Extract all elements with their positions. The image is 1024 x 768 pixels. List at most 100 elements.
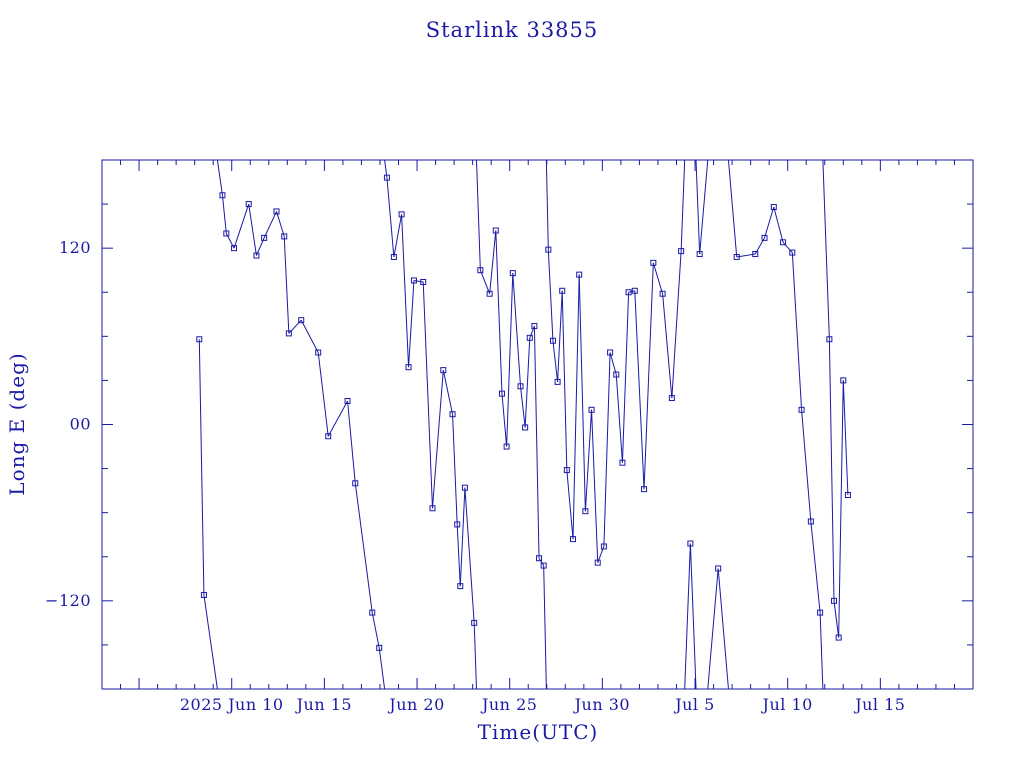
y-tick-label: 00	[70, 415, 91, 434]
series-segment	[300, 319, 319, 353]
series-segment	[393, 214, 403, 258]
series-segment	[459, 487, 466, 587]
x-tick-label: Jul 15	[853, 695, 905, 714]
data-point	[531, 323, 538, 330]
series-segment	[736, 253, 756, 258]
data-point	[752, 251, 759, 258]
series-segment	[464, 487, 475, 623]
data-point	[817, 609, 824, 616]
series-segment	[506, 273, 514, 447]
data-point	[517, 383, 524, 390]
data-point	[344, 397, 351, 404]
series-segment	[221, 195, 227, 234]
data-point	[770, 204, 777, 211]
data-point	[383, 174, 390, 181]
y-tick-label: −120	[45, 591, 91, 610]
data-point	[261, 234, 268, 241]
data-point	[509, 270, 516, 277]
data-point	[641, 486, 648, 493]
series-segment	[801, 409, 812, 522]
series-segment	[543, 565, 547, 690]
data-point	[503, 443, 510, 450]
data-point	[619, 459, 626, 466]
data-point	[549, 337, 556, 344]
series-segment	[591, 409, 599, 563]
data-point	[540, 562, 547, 569]
series-segment	[456, 524, 461, 587]
y-axis-label: Long E (deg)	[5, 352, 29, 495]
series-segment	[810, 521, 821, 613]
data-point	[281, 233, 288, 240]
data-point	[522, 424, 529, 431]
data-point	[231, 245, 238, 252]
series-segment	[276, 211, 285, 237]
series-segment	[198, 339, 205, 595]
series-segment	[842, 380, 849, 496]
series-segment	[475, 159, 481, 271]
series-segment	[561, 290, 568, 471]
x-tick-label: Jun 15	[295, 695, 352, 714]
data-point	[285, 330, 292, 337]
series-segment	[615, 374, 623, 463]
data-point	[582, 508, 589, 515]
x-tick-label: Jun 20	[387, 695, 444, 714]
data-point	[298, 317, 305, 324]
series-segment	[621, 292, 630, 463]
series-segment	[473, 622, 477, 690]
x-tick-label: Jun 25	[480, 695, 537, 714]
axis-ticks	[101, 159, 974, 690]
data-point	[420, 278, 427, 285]
series-segment	[283, 236, 290, 334]
series-segment	[609, 352, 617, 375]
data-point	[449, 411, 456, 418]
data-point	[526, 334, 533, 341]
series-segment	[479, 270, 491, 294]
series-segment	[547, 249, 554, 341]
series-segment	[671, 251, 682, 399]
series-segment	[529, 325, 535, 338]
series-segment	[263, 211, 277, 239]
series-segment	[545, 159, 549, 250]
series-segment	[538, 557, 545, 566]
series-segment	[520, 386, 526, 428]
y-tick-label: 120	[59, 238, 91, 257]
series-segment	[422, 281, 433, 509]
series-segment	[413, 280, 424, 283]
data-point	[594, 559, 601, 566]
data-point	[477, 267, 484, 274]
tick-labels: 120 00 −120 2025 Jun 10 Jun 15 Jun 20 Jun 25 Ju…	[45, 238, 905, 714]
data-point	[780, 239, 787, 246]
data-point	[631, 287, 638, 294]
series-segment	[699, 159, 709, 255]
data-point	[625, 289, 632, 296]
series-segment	[431, 370, 444, 509]
data-point	[253, 252, 260, 259]
series-segment	[684, 543, 691, 690]
data-point	[315, 349, 322, 356]
data-point	[440, 367, 447, 374]
data-point	[668, 395, 675, 402]
series-segment	[442, 370, 454, 415]
data-point	[545, 246, 552, 253]
series-segment	[452, 414, 458, 525]
series-segment	[764, 206, 775, 239]
series-segment	[578, 274, 586, 512]
series-segment	[584, 409, 593, 512]
series-segment	[317, 352, 329, 437]
data-point	[761, 234, 768, 241]
data-point	[390, 253, 397, 260]
data-point	[576, 271, 583, 278]
data-point	[563, 467, 570, 474]
series-segment	[248, 204, 257, 256]
series-segment	[828, 339, 835, 601]
data-point	[678, 248, 685, 255]
series-segment	[689, 543, 697, 690]
x-tick-label: Jul 5	[673, 695, 715, 714]
data-point	[807, 518, 814, 525]
series-segment	[203, 594, 218, 690]
data-point	[600, 543, 607, 550]
data-point	[687, 540, 694, 547]
data-point	[492, 227, 499, 234]
series-segment	[566, 470, 574, 540]
